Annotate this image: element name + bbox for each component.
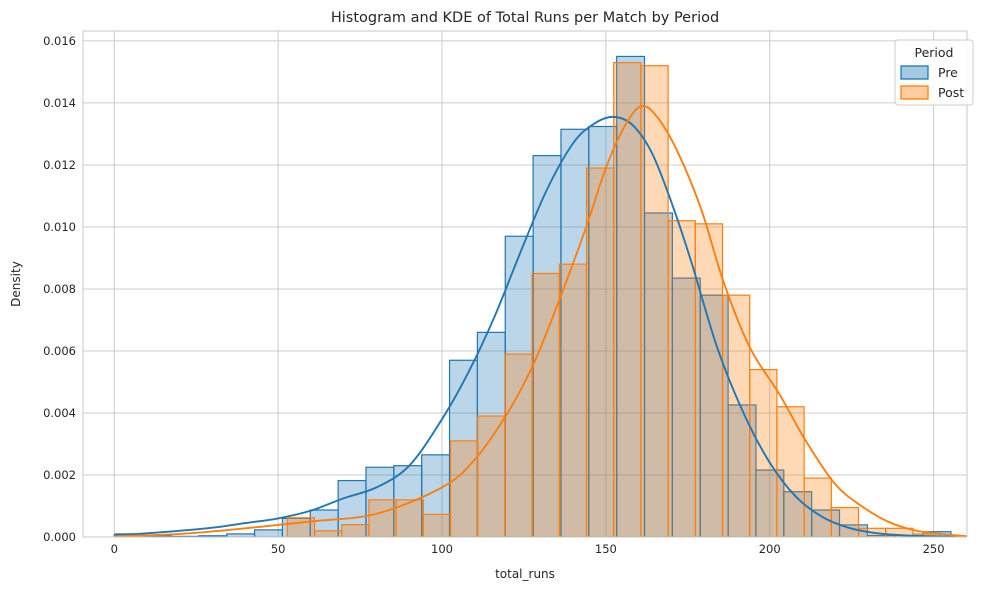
histogram-bar-post (585, 167, 615, 537)
kde-line-post (113, 105, 967, 537)
x-tick-label: 250 (923, 542, 945, 556)
x-axis-label: total_runs (495, 567, 555, 581)
y-tick-label: 0.000 (43, 530, 76, 544)
x-tick-label: 50 (271, 542, 286, 556)
histogram-bar-pre (393, 465, 423, 537)
histogram-bar-post (422, 513, 452, 537)
y-tick-labels: 0.000 0.002 0.004 0.006 0.008 0.010 0.012 0.014… (43, 34, 76, 544)
histogram-bar-pre (811, 509, 841, 537)
kde-curve-post (113, 105, 967, 537)
histogram-bar-pre (448, 359, 479, 537)
x-tick-label: 0 (111, 542, 118, 556)
y-tick-label: 0.008 (43, 282, 76, 296)
grid-lines (83, 31, 967, 538)
histogram-bar-post (667, 220, 696, 537)
legend-title: Period (915, 45, 954, 60)
histogram-bar-pre (253, 529, 284, 537)
y-tick-label: 0.010 (43, 220, 76, 234)
histogram-bar-pre (365, 466, 395, 537)
histogram-bar-post (504, 353, 533, 537)
legend-swatch-post (900, 85, 929, 100)
histogram-bar-post (558, 263, 588, 537)
histogram-bar-pre (616, 55, 646, 537)
histogram-bar-pre (532, 155, 562, 537)
y-tick-label: 0.006 (43, 344, 76, 358)
histogram-bar-post (694, 223, 724, 537)
y-axis-label: Density (9, 261, 23, 307)
x-tick-label: 100 (431, 542, 453, 556)
legend: Period Pre Post (894, 39, 974, 106)
histogram-bar-pre (755, 469, 785, 537)
legend-label-post: Post (938, 85, 964, 100)
histogram-bars-post (286, 62, 941, 537)
y-tick-label: 0.014 (43, 96, 76, 110)
y-tick-label: 0.016 (43, 34, 76, 48)
chart-title: Histogram and KDE of Total Runs per Matc… (331, 10, 719, 26)
x-tick-label: 200 (759, 542, 781, 556)
legend-label-pre: Pre (938, 65, 958, 80)
histogram-bar-post (776, 406, 805, 537)
histogram-bar-post (613, 62, 642, 537)
histogram-bar-post (368, 499, 397, 537)
y-tick-label: 0.002 (43, 468, 76, 482)
histogram-bar-post (449, 440, 479, 537)
histogram-bar-post (640, 65, 669, 537)
histogram-bar-post (313, 530, 343, 537)
histogram-bar-post (531, 272, 560, 537)
histogram-bar-pre (504, 235, 534, 537)
y-tick-label: 0.004 (43, 406, 76, 420)
y-tick-label: 0.012 (43, 158, 76, 172)
legend-swatch-pre (900, 65, 929, 80)
histogram-bar-post (341, 523, 370, 537)
kde-line-pre (113, 115, 967, 537)
histogram-bars-pre (114, 55, 952, 537)
histogram-bar-post (477, 415, 506, 537)
x-tick-label: 150 (595, 542, 617, 556)
axes-spines (82, 30, 968, 538)
kde-curve-pre (113, 115, 967, 537)
legend-box (894, 39, 974, 106)
x-tick-labels: 0 50 100 150 200 250 (111, 542, 945, 556)
histogram-bar-pre (727, 404, 757, 537)
histogram-bar-post (830, 506, 860, 537)
plot-area (83, 31, 967, 537)
